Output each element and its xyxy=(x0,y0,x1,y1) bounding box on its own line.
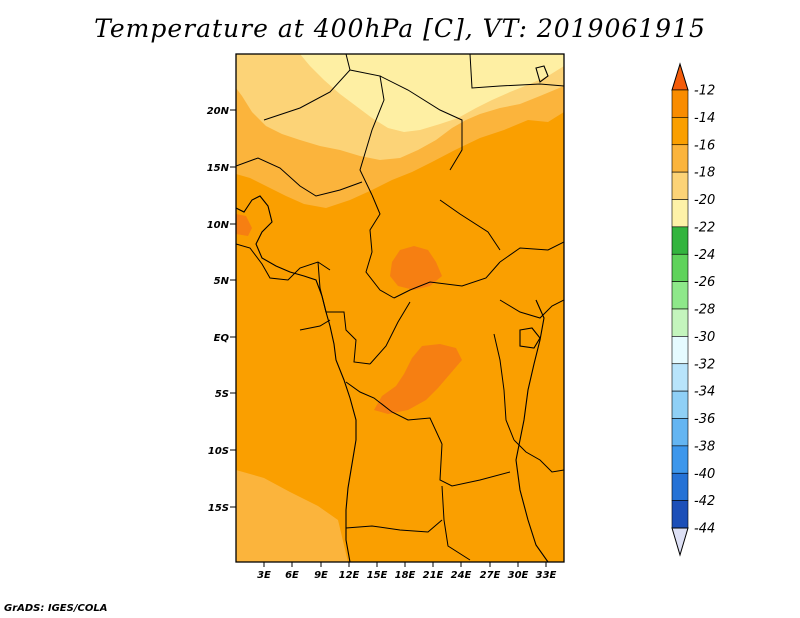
lat-label-5s: 5S xyxy=(215,389,229,400)
colorbar-swatch xyxy=(671,144,689,173)
lon-label-18e: 18E xyxy=(395,570,416,581)
colorbar-label: -20 xyxy=(694,193,715,208)
lon-label-6e: 6E xyxy=(285,570,299,581)
field-light-region-sw xyxy=(236,470,348,562)
colorbar-label: -32 xyxy=(694,357,715,372)
chart-title: Temperature at 400hPa [C], VT: 201906191… xyxy=(94,14,706,43)
colorbar-swatch xyxy=(671,336,689,365)
colorbar-label: -38 xyxy=(694,439,715,454)
colorbar-swatch xyxy=(671,308,689,337)
colorbar-label: -16 xyxy=(694,138,715,153)
colorbar-swatch xyxy=(671,253,689,282)
latitude-ticks xyxy=(230,109,236,508)
colorbar-swatch xyxy=(671,500,689,529)
colorbar-swatch xyxy=(671,226,689,255)
country-borders xyxy=(236,54,564,561)
lon-label-27e: 27E xyxy=(480,570,501,581)
field-warm-region-west xyxy=(236,214,252,236)
colorbar: -12 -14 -16 -18 -20 -22 -24 -26 -28 -30 … xyxy=(671,62,715,557)
lon-label-24e: 24E xyxy=(451,570,472,581)
colorbar-swatch xyxy=(671,281,689,310)
colorbar-swatch xyxy=(671,363,689,392)
colorbar-swatch xyxy=(671,390,689,419)
lat-label-eq: EQ xyxy=(214,333,230,344)
colorbar-label: -30 xyxy=(694,330,715,345)
latitude-labels: 20N 15N 10N 5N EQ 5S 10S 15S xyxy=(207,106,230,514)
lat-label-5n: 5N xyxy=(214,276,230,287)
colorbar-label: -18 xyxy=(694,166,715,181)
colorbar-label: -44 xyxy=(694,522,715,537)
colorbar-label: -24 xyxy=(694,248,715,263)
colorbar-label: -34 xyxy=(694,385,715,400)
colorbar-swatch xyxy=(671,117,689,146)
colorbar-swatch xyxy=(671,418,689,447)
colorbar-swatch xyxy=(671,199,689,228)
lat-label-15s: 15S xyxy=(208,503,229,514)
colorbar-top-triangle xyxy=(671,62,689,91)
colorbar-swatch xyxy=(671,472,689,501)
lon-label-15e: 15E xyxy=(367,570,388,581)
lon-label-33e: 33E xyxy=(536,570,557,581)
colorbar-label: -40 xyxy=(694,467,715,482)
colorbar-swatch xyxy=(671,171,689,200)
lon-label-12e: 12E xyxy=(339,570,360,581)
lat-label-10s: 10S xyxy=(208,446,229,457)
temperature-field xyxy=(236,54,564,562)
colorbar-label: -12 xyxy=(694,84,715,99)
colorbar-label: -14 xyxy=(694,111,715,126)
lat-label-10n: 10N xyxy=(207,220,230,231)
grads-credit: GrADS: IGES/COLA xyxy=(4,603,108,614)
lon-label-9e: 9E xyxy=(314,570,328,581)
lat-label-15n: 15N xyxy=(207,163,230,174)
longitude-labels: 3E 6E 9E 12E 15E 18E 21E 24E 27E 30E 33E xyxy=(257,570,556,581)
colorbar-bottom-triangle xyxy=(671,527,689,557)
lon-label-21e: 21E xyxy=(423,570,444,581)
lon-label-30e: 30E xyxy=(508,570,529,581)
colorbar-label: -36 xyxy=(694,412,715,427)
field-warm-region-congo xyxy=(374,344,462,414)
lat-label-20n: 20N xyxy=(207,106,230,117)
map-frame xyxy=(235,53,565,563)
field-warm-region-cameroon xyxy=(390,246,442,290)
colorbar-label: -22 xyxy=(694,220,715,235)
coastline xyxy=(236,65,549,562)
colorbar-swatch xyxy=(671,89,689,118)
colorbar-swatch xyxy=(671,445,689,474)
colorbar-label: -26 xyxy=(694,275,715,290)
colorbar-label: -42 xyxy=(694,494,715,509)
colorbar-label: -28 xyxy=(694,303,715,318)
longitude-ticks xyxy=(263,562,547,567)
lon-label-3e: 3E xyxy=(257,570,271,581)
